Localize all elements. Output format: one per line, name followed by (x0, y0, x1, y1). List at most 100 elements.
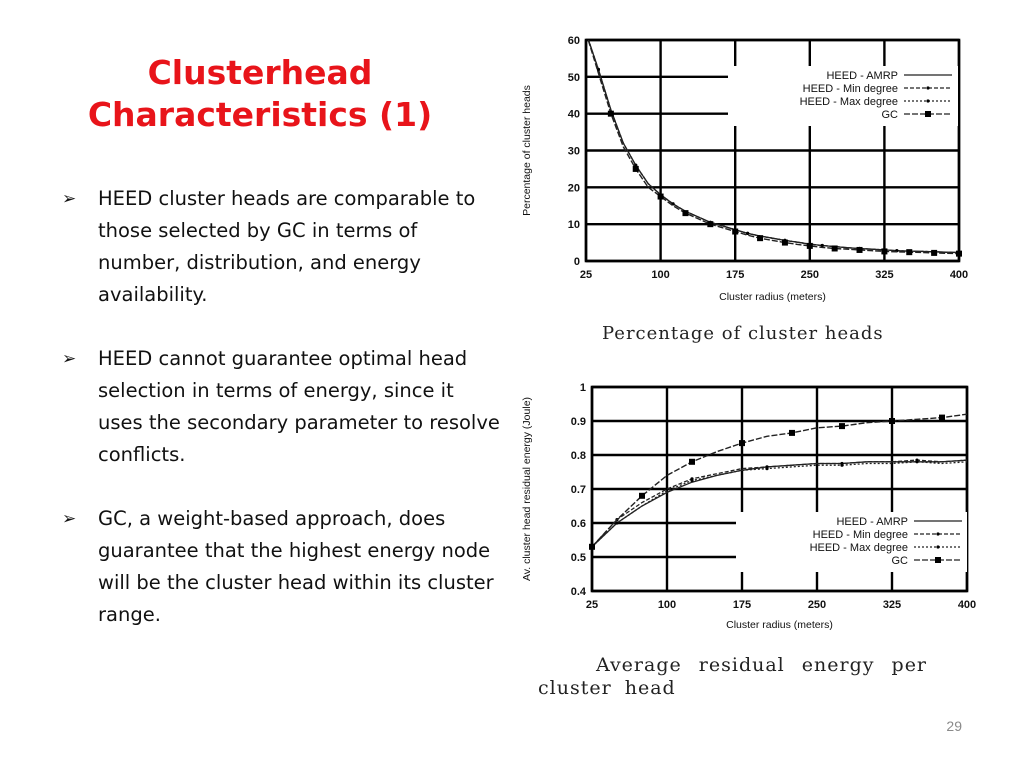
legend-label: HEED - Max degree (810, 542, 908, 554)
x-tick-label: 25 (586, 599, 598, 611)
chart-cluster-head-percentage-plot: 25 100 175 250 325 400 0 10 20 30 40 50 60 Cluster ra… (521, 35, 968, 303)
y-tick-label: 20 (568, 182, 580, 194)
x-tick-label: 400 (950, 269, 968, 281)
x-tick-label: 100 (658, 599, 676, 611)
data-point (806, 242, 813, 249)
x-tick-label: 175 (726, 269, 744, 281)
data-point (956, 250, 962, 257)
y-tick-label: 60 (568, 35, 580, 47)
y-tick-label: 0 (574, 256, 580, 268)
legend-marker (936, 545, 940, 549)
data-point (632, 165, 639, 172)
x-axis-label: Cluster radius (meters) (719, 291, 826, 303)
data-point (906, 249, 913, 256)
legend-label: GC (892, 555, 909, 567)
bullet-text: GC, a weight-based approach, does guaran… (98, 507, 494, 626)
bullet-text: HEED cannot guarantee optimal head selec… (98, 347, 500, 466)
x-tick-label: 250 (801, 269, 819, 281)
y-tick-label: 0.5 (571, 552, 586, 564)
y-tick-label: 0.6 (571, 518, 586, 530)
title-line-2: Characteristics (1) (87, 95, 433, 134)
bullet-arrow-icon: ➢ (62, 189, 77, 209)
chart-1-caption: Percentage of cluster heads (602, 323, 884, 344)
data-point (889, 418, 895, 424)
legend-label: HEED - AMRP (836, 516, 908, 528)
legend-marker (926, 86, 930, 90)
chart-cluster-head-percentage: 25 100 175 250 325 400 0 10 20 30 40 50 60 Cluster ra… (512, 30, 987, 310)
data-point (739, 440, 745, 447)
x-tick-label: 325 (883, 599, 901, 611)
title-line-1: Clusterhead (147, 53, 373, 92)
y-tick-label: 0.9 (571, 416, 586, 428)
chart-residual-energy-plot: 25 100 175 250 325 400 0.4 0.5 0.6 0.7 0.8 0.9 1 Clus… (521, 382, 976, 631)
y-tick-label: 1 (580, 382, 586, 394)
data-point (690, 478, 694, 483)
series-line (587, 40, 959, 254)
bullet-item: ➢ HEED cannot guarantee optimal head sel… (62, 343, 502, 471)
x-tick-label: 25 (580, 269, 592, 281)
legend-label: HEED - Min degree (813, 529, 908, 541)
legend-box (728, 66, 958, 126)
data-point (820, 243, 824, 248)
bullet-arrow-icon: ➢ (62, 509, 77, 529)
bullet-item: ➢ HEED cluster heads are comparable to t… (62, 183, 502, 311)
x-axis-label: Cluster radius (meters) (726, 619, 833, 631)
data-point (682, 210, 689, 217)
chart-2-caption-line-2: cluster head (538, 677, 676, 699)
data-point (757, 235, 764, 242)
legend-marker (935, 557, 941, 563)
data-point (839, 423, 845, 430)
data-point (589, 543, 595, 550)
y-tick-label: 0.8 (571, 450, 586, 462)
legend-box (736, 512, 967, 572)
series-line (587, 40, 959, 255)
data-point (639, 492, 645, 499)
y-axis-label: Percentage of cluster heads (521, 85, 533, 216)
data-point (881, 248, 888, 255)
legend-label: GC (882, 109, 899, 121)
y-tick-label: 10 (568, 219, 580, 231)
series-line (587, 40, 959, 254)
legend-label: HEED - Max degree (800, 96, 898, 108)
series-line (592, 461, 967, 548)
data-point (915, 460, 919, 464)
legend-marker (925, 111, 931, 117)
data-point (707, 221, 714, 228)
bullet-list: ➢ HEED cluster heads are comparable to t… (62, 183, 502, 663)
x-tick-label: 250 (808, 599, 826, 611)
chart-2-caption-line-1: Average residual energy per (596, 654, 928, 676)
data-point (840, 463, 844, 467)
data-point (856, 246, 863, 253)
bullet-item: ➢ GC, a weight-based approach, does guar… (62, 503, 502, 631)
x-tick-label: 100 (651, 269, 669, 281)
data-point (689, 458, 695, 465)
legend-label: HEED - AMRP (826, 70, 898, 82)
page-number: 29 (946, 718, 962, 734)
series-line (592, 413, 967, 548)
data-point (732, 228, 739, 235)
data-point (831, 245, 838, 252)
data-point (657, 193, 664, 200)
plot-frame (590, 385, 969, 593)
data-point (931, 249, 938, 256)
data-point (607, 110, 614, 117)
bullet-arrow-icon: ➢ (62, 349, 77, 369)
x-tick-label: 325 (875, 269, 893, 281)
y-tick-label: 30 (568, 146, 580, 158)
chart-residual-energy: 25 100 175 250 325 400 0.4 0.5 0.6 0.7 0.8 0.9 1 Clus… (512, 364, 987, 639)
series-line (592, 459, 967, 548)
data-point (789, 429, 795, 436)
plot-frame (584, 38, 961, 263)
legend-label: HEED - Min degree (803, 83, 898, 95)
data-point (939, 414, 945, 421)
slide-title: Clusterhead Characteristics (1) (40, 52, 480, 136)
x-tick-label: 400 (958, 599, 976, 611)
data-point (746, 231, 750, 235)
y-tick-label: 40 (568, 109, 580, 121)
legend-marker (926, 99, 930, 103)
y-tick-label: 50 (568, 72, 580, 84)
data-point (781, 239, 788, 246)
y-axis-label: Av. cluster head residual energy (Joule) (521, 397, 533, 581)
y-tick-label: 0.4 (571, 586, 587, 598)
x-tick-label: 175 (733, 599, 751, 611)
